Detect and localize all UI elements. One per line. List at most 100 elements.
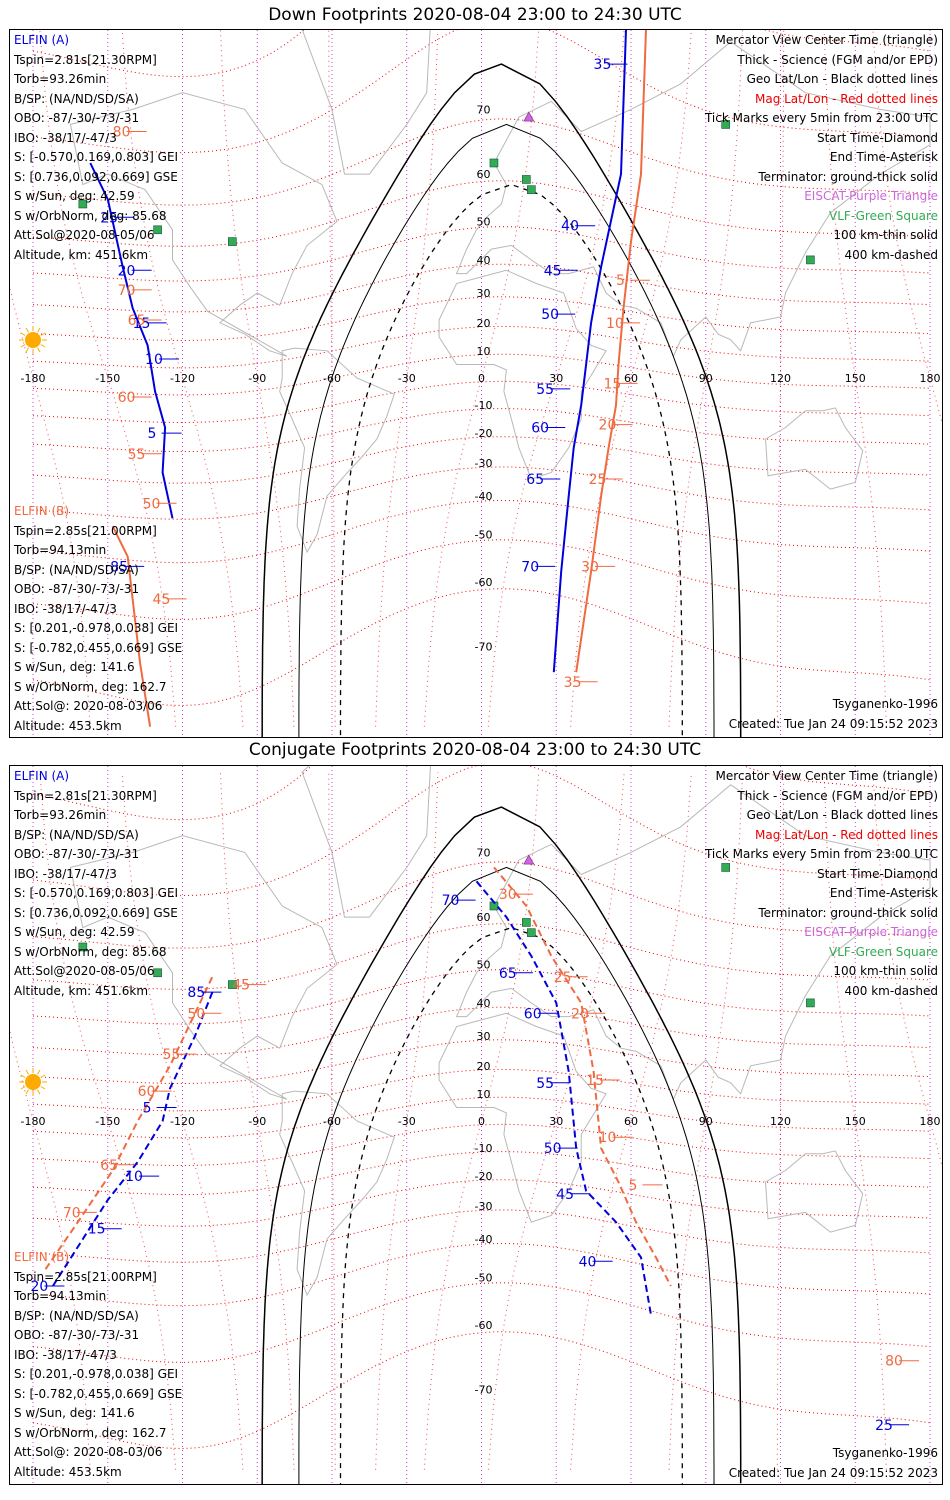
elfin-a-track (552, 30, 627, 673)
info-line: Start Time-Diamond (816, 130, 938, 145)
vlf-station-square (228, 237, 237, 246)
mag-latitude-line (32, 436, 931, 484)
mag-latitude-line (32, 353, 931, 396)
mag-meridian-line (220, 772, 295, 1470)
lon-tick-label: -60 (323, 372, 341, 385)
info-line: B/SP: (NA/ND/SD/SA) (14, 91, 139, 106)
lat-tick-label: -40 (475, 1233, 493, 1246)
lon-tick-label: -150 (95, 1115, 120, 1128)
info-line: 100 km-thin solid (833, 964, 938, 978)
vlf-station-square (806, 998, 815, 1008)
mag-latitude-line (32, 1039, 931, 1085)
model-label: Tsyganenko-1996 (832, 1446, 938, 1460)
info-line: Tick Marks every 5min from 23:00 UTC (704, 847, 938, 861)
track-time-label: 65 (128, 313, 146, 329)
mag-latitude-line (32, 766, 931, 821)
coastline (69, 835, 338, 1100)
track-time-label: 65 (526, 472, 544, 488)
track-time-label: 35 (594, 57, 612, 73)
coastline (455, 784, 931, 1101)
track-time-label: 80 (885, 1354, 903, 1370)
info-line: Terminator: ground-thick solid (758, 905, 938, 920)
lat-tick-label: -60 (475, 1319, 493, 1332)
terminator-400km (339, 926, 683, 1484)
lon-tick-label: 0 (478, 372, 485, 385)
eiscat-triangle (523, 854, 535, 865)
sun-ray (40, 1074, 46, 1078)
vlf-station-square (522, 175, 531, 184)
info-line: ELFIN (B) (14, 504, 70, 518)
track-time-label: 50 (544, 1141, 562, 1157)
info-line: S: [-0.570,0.169,0.803] GEI (14, 886, 179, 900)
lon-tick-label: 120 (770, 372, 791, 385)
lon-tick-label: -150 (95, 372, 120, 385)
lon-tick-label: -30 (398, 1115, 416, 1128)
track-time-label: 40 (579, 1254, 597, 1270)
mag-latitude-line (32, 1331, 931, 1450)
coastline (438, 1012, 607, 1223)
info-line: 400 km-dashed (844, 247, 938, 262)
vlf-station-square (721, 863, 730, 872)
info-line: Start Time-Diamond (816, 866, 938, 881)
track-time-label: 70 (521, 559, 539, 575)
coastline (301, 30, 431, 175)
mag-latitude-line (32, 1096, 931, 1139)
lat-tick-label: 30 (477, 287, 491, 300)
lat-tick-label: -60 (475, 576, 493, 589)
mag-meridian-line (121, 30, 244, 727)
track-time-label: 10 (145, 352, 163, 368)
elfin-a-track (89, 162, 174, 519)
track-time-label: 60 (531, 420, 549, 436)
info-line: IBO: -38/17/-47/3 (14, 866, 117, 881)
info-line: Torb=93.26min (14, 808, 107, 822)
mag-meridian-line (121, 772, 244, 1470)
elfin-b-track (44, 976, 214, 1270)
coastline (279, 347, 395, 554)
vlf-station-square (806, 255, 815, 265)
track-time-label: 20 (571, 1006, 589, 1022)
info-line: Tick Marks every 5min from 23:00 UTC (704, 111, 938, 125)
track-time-label: 10 (125, 1169, 143, 1185)
lon-tick-label: 120 (770, 1115, 791, 1128)
lon-tick-label: -30 (398, 372, 416, 385)
track-time-label: 10 (599, 1130, 617, 1146)
track-time-label: 45 (556, 1187, 574, 1203)
mag-latitude-line (32, 1068, 931, 1112)
info-line: S: [0.201,-0.978,0.038] GEI (14, 621, 179, 635)
mag-meridian-line (375, 772, 439, 1470)
mag-meridian-line (375, 30, 439, 727)
info-line: OBO: -87/-30/-73/-31 (14, 847, 140, 861)
info-line: S: [0.736,0.092,0.669] GSE (14, 905, 178, 920)
track-time-label: 65 (100, 1158, 118, 1174)
vlf-station-square (489, 158, 499, 168)
created-label: Created: Tue Jan 24 09:15:52 2023 (728, 717, 938, 731)
info-line: Altitude, km: 451.6km (14, 983, 149, 998)
sun-ray (25, 347, 29, 353)
info-line: S w/OrbNorm, deg: 162.7 (14, 1425, 167, 1440)
info-line: Geo Lat/Lon - Black dotted lines (746, 808, 938, 822)
panel-title-down: Down Footprints 2020-08-04 23:00 to 24:3… (268, 5, 682, 25)
info-line: B/SP: (NA/ND/SD/SA) (14, 827, 139, 842)
sun-ray (25, 1089, 29, 1095)
vlf-station-square (78, 199, 88, 209)
track-time-label: 60 (524, 1006, 542, 1022)
lon-tick-label: -60 (323, 1115, 341, 1128)
lat-tick-label: -30 (475, 1200, 493, 1213)
info-line: IBO: -38/17/-47/3 (14, 130, 117, 145)
mag-meridian-line (570, 772, 692, 1470)
panel-title-conjugate: Conjugate Footprints 2020-08-04 23:00 to… (248, 740, 702, 760)
info-line: S: [-0.782,0.455,0.669] GSE (14, 640, 183, 655)
info-line: S w/Sun, deg: 141.6 (14, 660, 135, 674)
info-line: ELFIN (A) (14, 769, 70, 783)
info-line: Mercator View Center Time (triangle) (715, 769, 938, 783)
track-time-label: 15 (604, 376, 622, 392)
lat-tick-label: 20 (477, 1060, 491, 1073)
track-time-label: 55 (128, 447, 146, 463)
sun-ray (37, 347, 41, 353)
mag-latitude-line (32, 1179, 931, 1227)
conjugate-map-canvas: 70 65 60 55 50 45 40 85 10 15 20 5 25 30 25 20 15 10 5 45 50… (10, 766, 942, 1484)
track-time-label: 45 (232, 978, 250, 994)
info-line: VLF-Green Square (829, 944, 938, 959)
mag-latitude-line (32, 588, 931, 707)
track-time-label: 5 (143, 1100, 152, 1116)
